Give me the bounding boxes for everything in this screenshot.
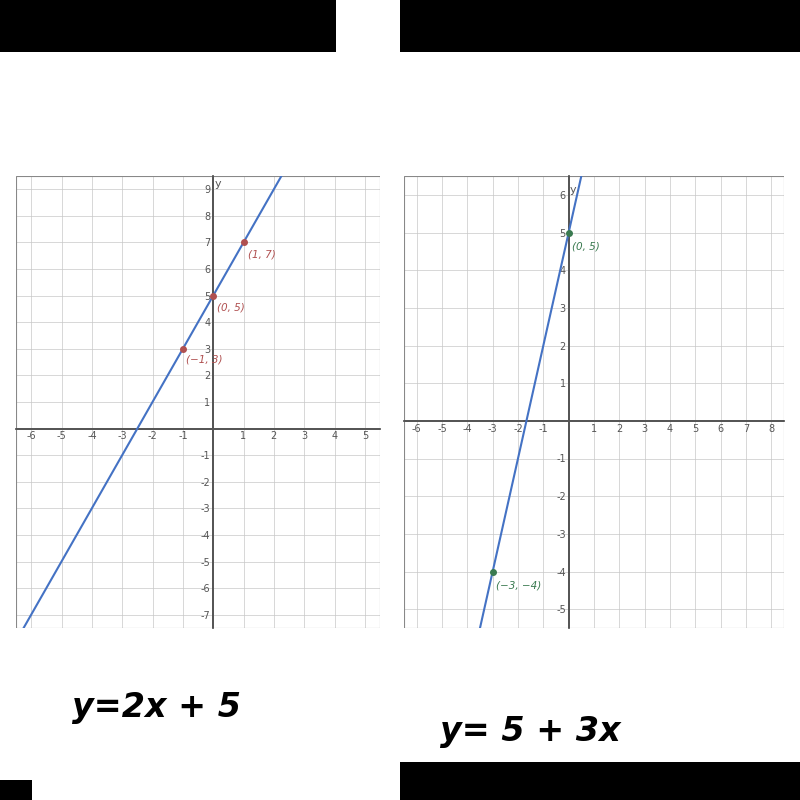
Text: y=2x + 5: y=2x + 5 xyxy=(72,691,241,725)
Text: y= 5 + 3x: y= 5 + 3x xyxy=(440,715,621,749)
Text: (1, 7): (1, 7) xyxy=(248,249,276,259)
Text: y: y xyxy=(570,185,577,195)
Text: (0, 5): (0, 5) xyxy=(217,302,245,312)
Text: (−3, −4): (−3, −4) xyxy=(497,581,542,590)
Text: (0, 5): (0, 5) xyxy=(573,242,600,251)
Text: y: y xyxy=(214,179,222,190)
Text: (−1, 3): (−1, 3) xyxy=(186,354,223,364)
